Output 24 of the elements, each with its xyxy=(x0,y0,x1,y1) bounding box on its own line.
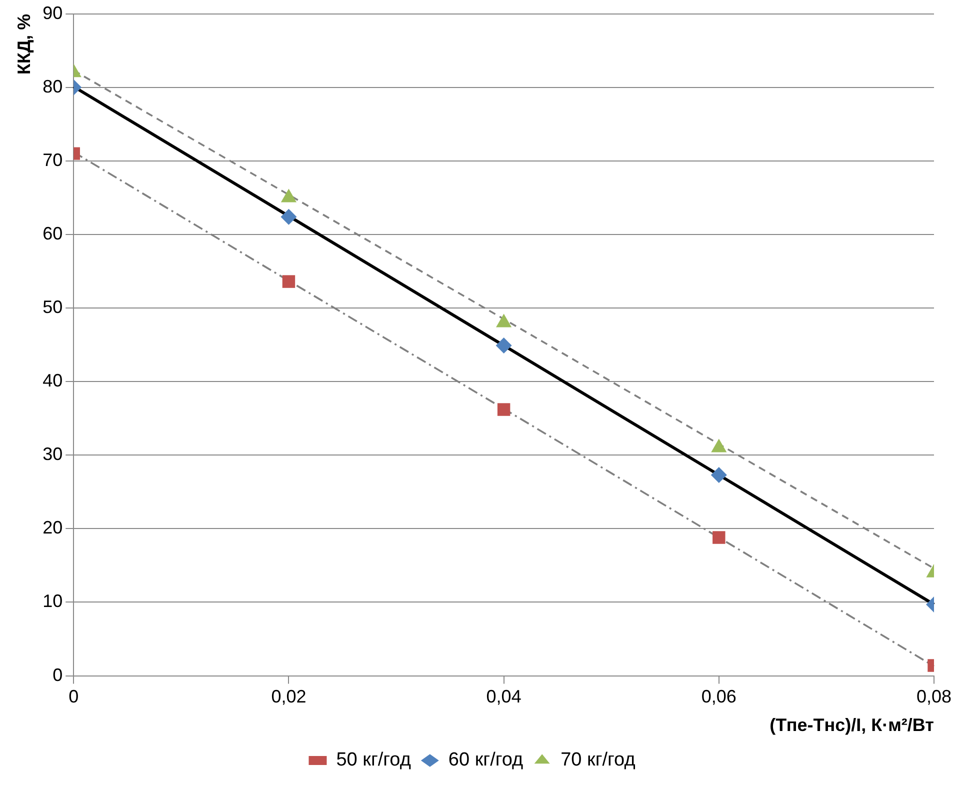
legend-label: 60 кг/год xyxy=(448,750,524,771)
point xyxy=(280,208,297,225)
x-tick-label: 0,04 xyxy=(486,686,522,707)
y-tick-label: 70 xyxy=(42,150,63,170)
y-tick-label: 80 xyxy=(42,76,63,96)
x-tick-label: 0,06 xyxy=(701,686,736,707)
y-tick-label: 10 xyxy=(42,591,63,612)
y-tick-label: 40 xyxy=(42,370,63,391)
y-tick-label: 90 xyxy=(42,2,63,23)
x-axis-title: (Тпе-Тнс)/I, К·м²/Вт xyxy=(770,715,934,736)
y-tick-label: 20 xyxy=(42,518,63,538)
legend-label: 50 кг/год xyxy=(336,750,411,771)
y-tick-label: 30 xyxy=(42,444,63,464)
x-tick-label: 0,02 xyxy=(271,686,306,707)
point xyxy=(497,403,510,416)
point xyxy=(496,338,512,354)
y-axis-title: ККД, % xyxy=(14,14,34,75)
x-tick-label: 0,08 xyxy=(916,686,952,707)
x-tick-label: 0 xyxy=(68,686,79,707)
y-tick-label: 0 xyxy=(52,664,63,685)
point xyxy=(282,275,296,288)
y-tick-label: 60 xyxy=(42,223,63,244)
legend-label: 70 кг/год xyxy=(560,750,636,771)
y-tick-label: 50 xyxy=(42,296,63,317)
